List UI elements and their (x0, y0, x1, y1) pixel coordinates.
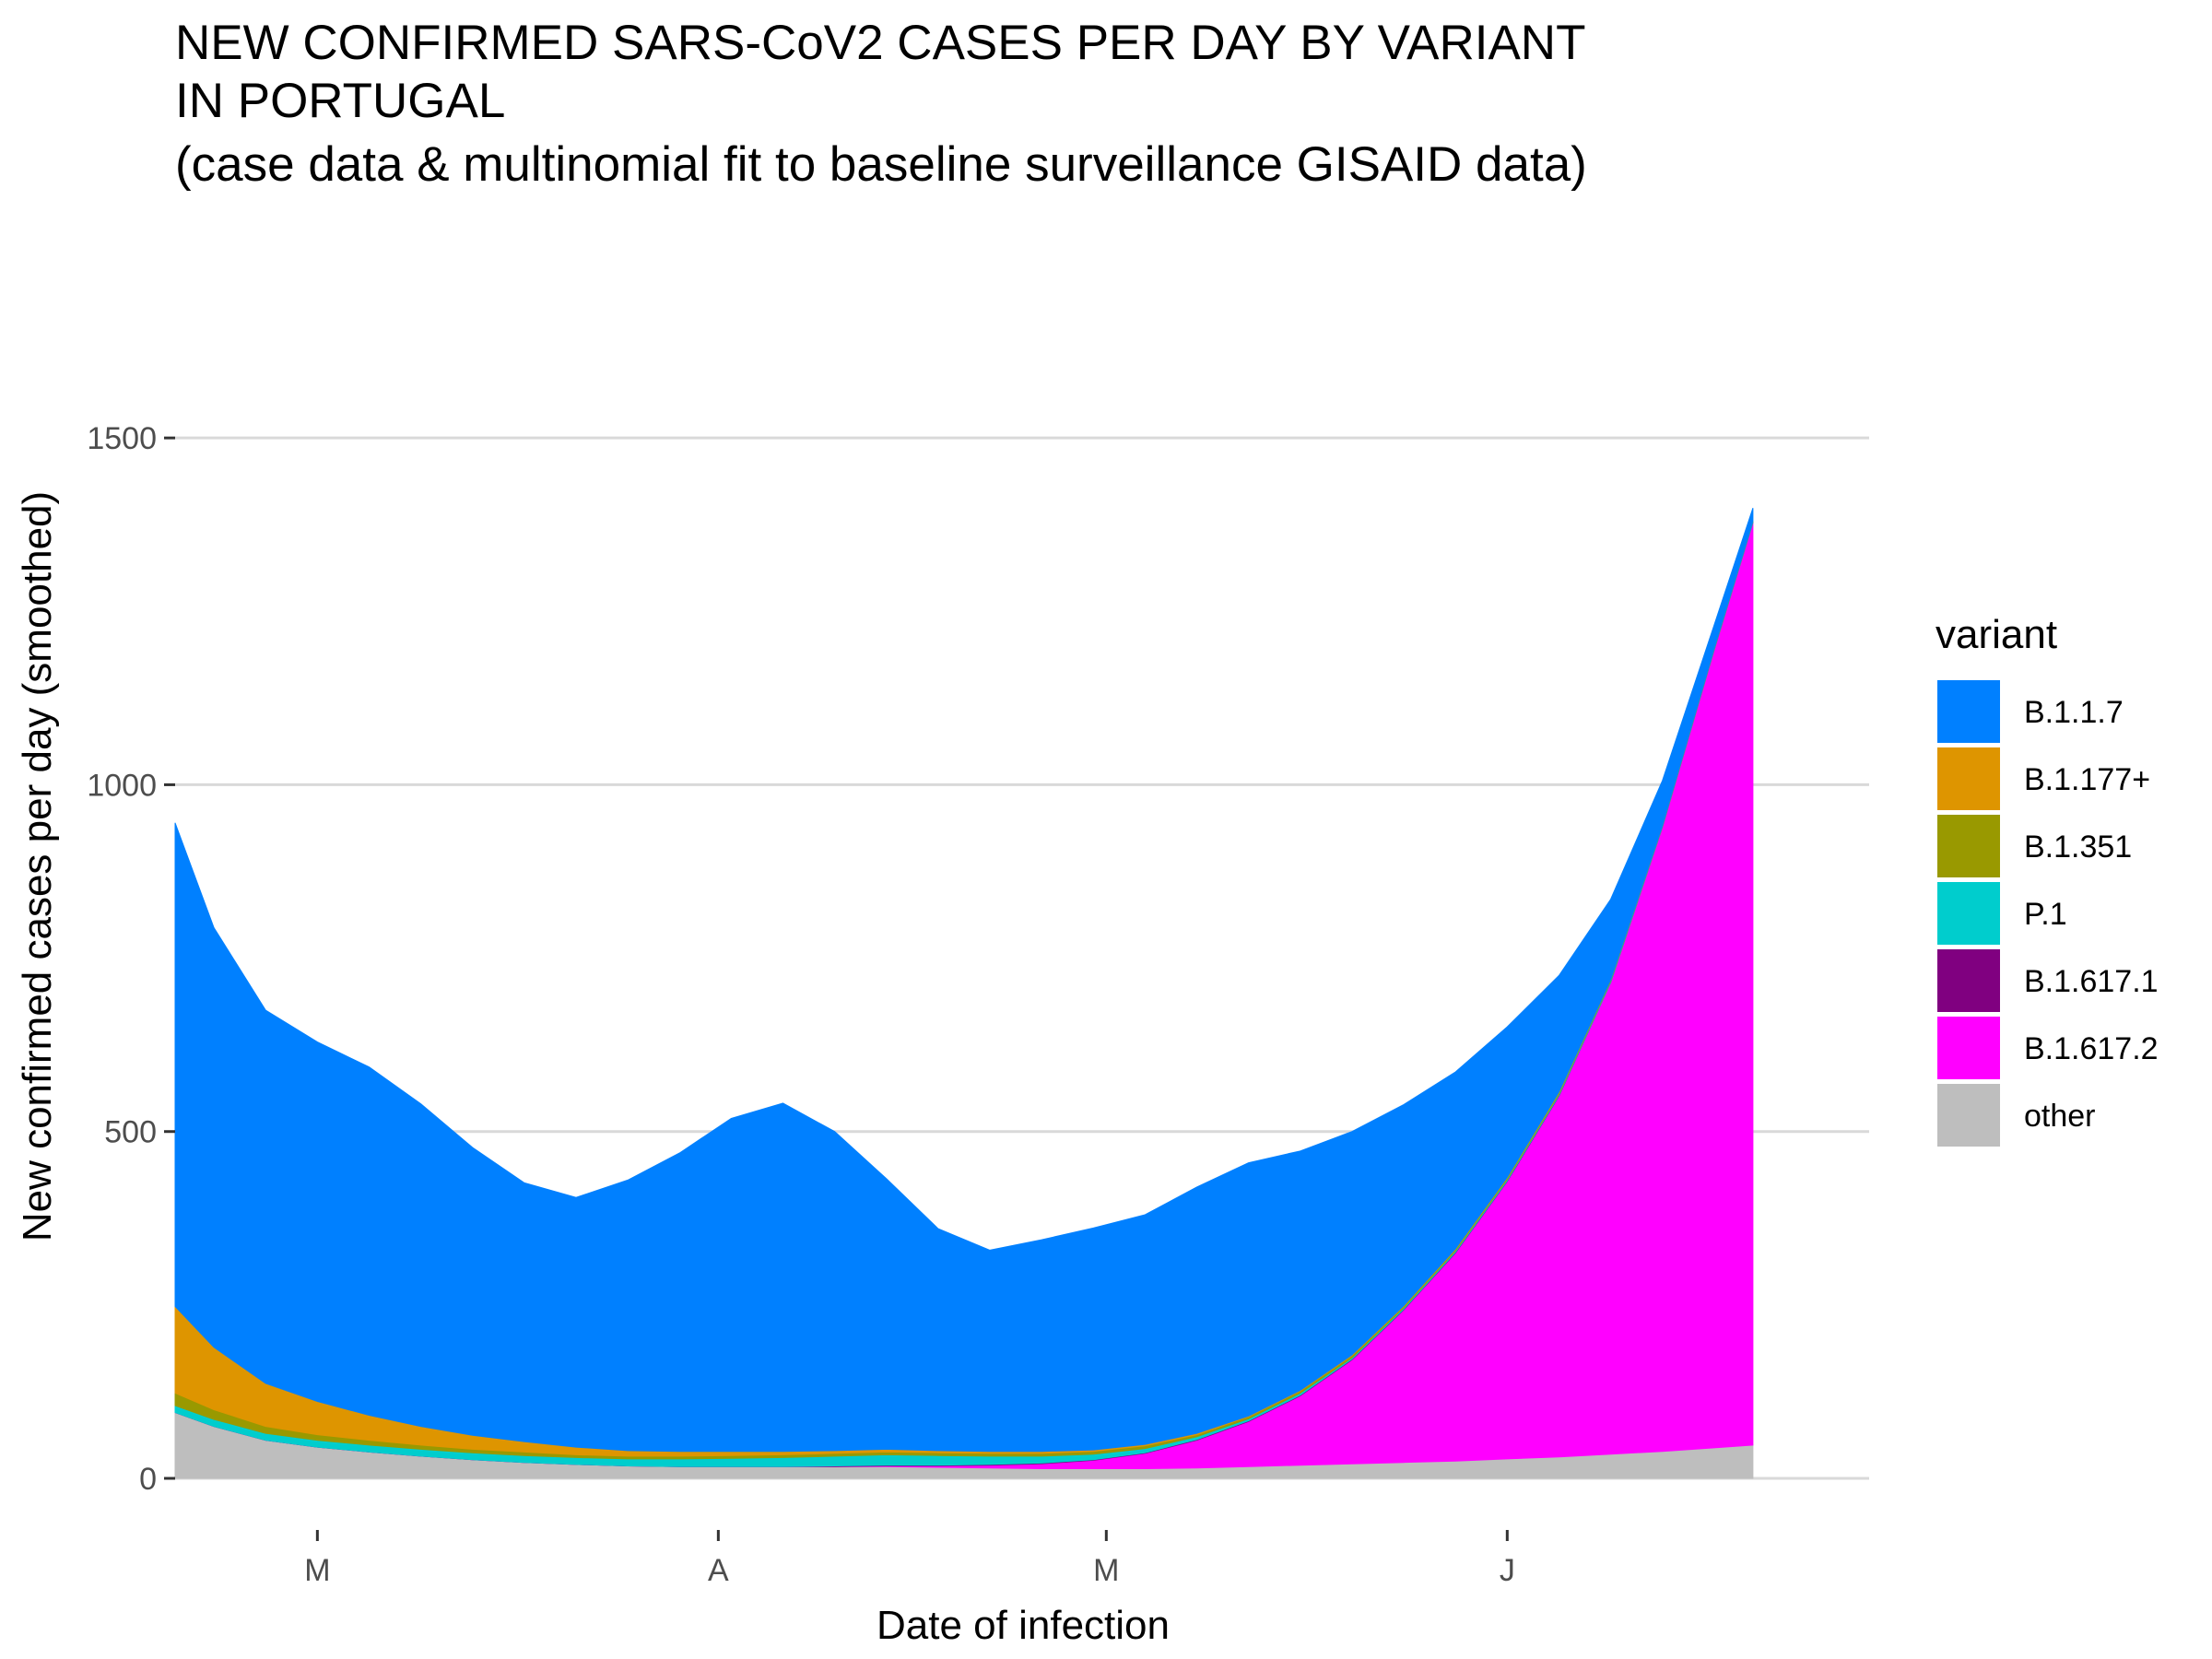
x-tick-label-3: J (1500, 1553, 1515, 1588)
y-tick-label-500: 500 (104, 1115, 157, 1150)
legend-label-b-1-617-2: B.1.617.2 (2024, 1031, 2159, 1066)
y-axis: 0 500 1000 1500 (87, 421, 175, 1497)
y-tick-label-1500: 1500 (87, 421, 157, 456)
chart-title: NEW CONFIRMED SARS-CoV2 CASES PER DAY BY… (175, 16, 1587, 192)
legend-swatch-b-1-1-7 (1937, 680, 2000, 743)
x-tick-label-2: M (1093, 1553, 1119, 1588)
y-axis-title: New confirmed cases per day (smoothed) (15, 491, 60, 1241)
chart-title-line-2: IN PORTUGAL (175, 74, 505, 128)
area-b-1-1-7 (174, 508, 1754, 1453)
legend-swatch-b-1-617-2 (1937, 1017, 2000, 1079)
chart-title-line-1: NEW CONFIRMED SARS-CoV2 CASES PER DAY BY… (175, 16, 1585, 70)
x-axis-title: Date of infection (877, 1603, 1170, 1648)
x-tick-label-0: M (304, 1553, 330, 1588)
legend-label-b-1-617-1: B.1.617.1 (2024, 964, 2159, 999)
legend: variant B.1.1.7 B.1.177+ B.1.351 P.1 B.1.617… (1936, 612, 2159, 1147)
chart-subtitle: (case data & multinomial fit to baseline… (175, 137, 1587, 192)
legend-label-b-1-351: B.1.351 (2024, 830, 2132, 865)
legend-label-p-1: P.1 (2024, 897, 2067, 932)
y-tick-label-0: 0 (139, 1462, 157, 1497)
legend-swatch-p-1 (1937, 882, 2000, 945)
legend-label-other: other (2024, 1099, 2096, 1134)
x-tick-label-1: A (708, 1553, 729, 1588)
legend-swatch-b-1-617-1 (1937, 949, 2000, 1012)
legend-label-b-1-177-: B.1.177+ (2024, 762, 2150, 797)
legend-swatch-b-1-351 (1937, 815, 2000, 877)
legend-swatch-b-1-177- (1937, 747, 2000, 810)
y-tick-label-1000: 1000 (87, 768, 157, 803)
legend-label-b-1-1-7: B.1.1.7 (2024, 695, 2124, 730)
legend-title: variant (1936, 612, 2057, 657)
stacked-areas (174, 508, 1754, 1479)
legend-swatch-other (1937, 1084, 2000, 1147)
